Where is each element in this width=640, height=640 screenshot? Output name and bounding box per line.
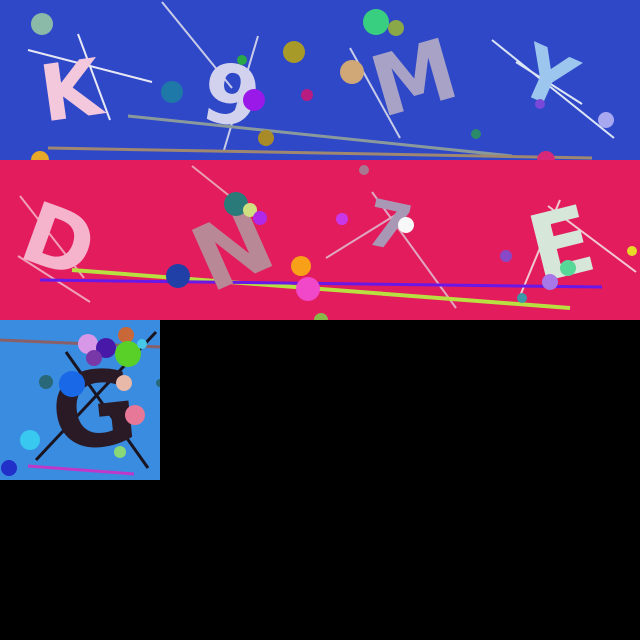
noise-dot bbox=[161, 81, 183, 103]
noise-line bbox=[519, 199, 561, 297]
noise-dot bbox=[535, 99, 545, 109]
noise-line bbox=[161, 1, 233, 89]
tile-crimson-band: D N 7 E bbox=[0, 160, 640, 327]
noise-dot bbox=[96, 338, 116, 358]
noise-dot bbox=[500, 250, 512, 262]
noise-dot bbox=[31, 13, 53, 35]
noise-dot bbox=[243, 89, 265, 111]
noise-dot bbox=[388, 20, 404, 36]
noise-dot bbox=[59, 371, 85, 397]
noise-dot bbox=[116, 375, 132, 391]
noise-dot bbox=[114, 446, 126, 458]
noise-line bbox=[547, 205, 637, 273]
noise-dot bbox=[258, 130, 274, 146]
noise-dot bbox=[166, 264, 190, 288]
noise-dot bbox=[296, 277, 320, 301]
noise-line bbox=[491, 39, 615, 139]
noise-dot bbox=[359, 165, 369, 175]
noise-dot bbox=[560, 260, 576, 276]
noise-line bbox=[64, 351, 150, 469]
noise-dot bbox=[301, 89, 313, 101]
tile-blue-band: K 9 M Y bbox=[0, 0, 640, 169]
tile-light-blue-square: G bbox=[0, 320, 164, 480]
noise-dot bbox=[224, 192, 248, 216]
noise-dot bbox=[243, 203, 257, 217]
noise-dot bbox=[115, 341, 141, 367]
noise-line bbox=[27, 464, 135, 476]
tile-background bbox=[0, 0, 640, 160]
noise-dot bbox=[78, 334, 98, 354]
noise-line bbox=[515, 61, 583, 105]
noise-dots bbox=[166, 165, 637, 327]
noise-dot bbox=[598, 112, 614, 128]
noise-line bbox=[39, 278, 603, 289]
tile-background bbox=[0, 160, 640, 320]
noise-dot bbox=[471, 129, 481, 139]
noise-dot bbox=[20, 430, 40, 450]
noise-dot bbox=[398, 217, 414, 233]
noise-line bbox=[77, 33, 111, 121]
noise-dot bbox=[137, 339, 147, 349]
noise-line bbox=[47, 146, 593, 160]
noise-dot bbox=[1, 460, 17, 476]
noise-dot bbox=[363, 9, 389, 35]
noise-line bbox=[19, 195, 85, 279]
noise-dot bbox=[517, 293, 527, 303]
noise-dot bbox=[627, 246, 637, 256]
noise-dot bbox=[336, 213, 348, 225]
noise-dot bbox=[86, 350, 102, 366]
noise-dot bbox=[39, 375, 53, 389]
noise-lines bbox=[17, 165, 637, 310]
empty-area-right bbox=[160, 320, 640, 480]
noise-dot bbox=[237, 55, 247, 65]
noise-dot bbox=[340, 60, 364, 84]
noise-line bbox=[371, 191, 457, 309]
noise-dot bbox=[125, 405, 145, 425]
noise-dot bbox=[542, 274, 558, 290]
noise-line bbox=[71, 268, 571, 310]
noise-lines bbox=[27, 1, 615, 160]
empty-area-bottom bbox=[0, 480, 640, 640]
noise-dot bbox=[118, 327, 134, 343]
noise-line bbox=[325, 205, 411, 259]
noise-dot bbox=[253, 211, 267, 225]
noise-dot bbox=[291, 256, 311, 276]
noise-dot bbox=[283, 41, 305, 63]
noise-line bbox=[127, 114, 513, 158]
noise-line bbox=[223, 35, 259, 151]
